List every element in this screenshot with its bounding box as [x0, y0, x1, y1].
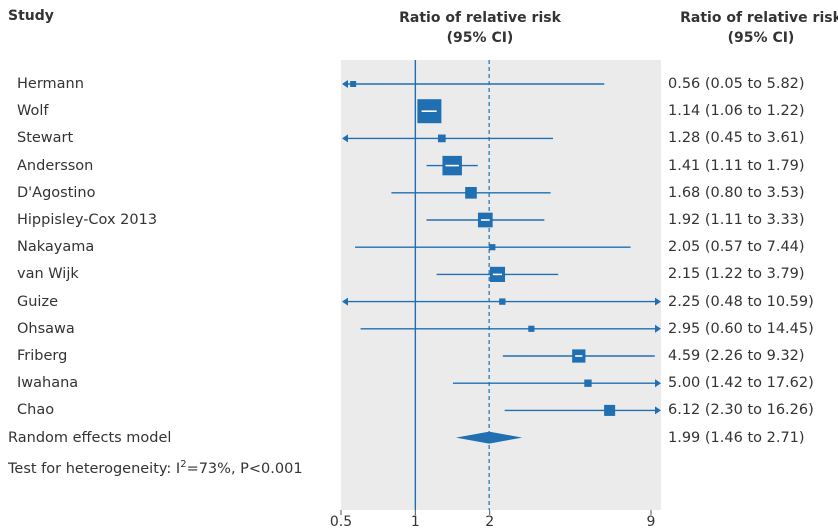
- study-ci-value: 1.41 (1.11 to 1.79): [668, 157, 805, 174]
- ci-arrow-right: [655, 379, 661, 388]
- study-ci-value: 5.00 (1.42 to 17.62): [668, 375, 814, 392]
- ci-arrow-left: [342, 297, 348, 306]
- study-name: Stewart: [17, 130, 74, 147]
- point-estimate-square: [528, 325, 535, 332]
- ci-arrow-left: [342, 134, 348, 143]
- study-name: van Wijk: [17, 266, 79, 283]
- heterogeneity-superscript: 2: [180, 458, 187, 470]
- study-ci-value: 2.95 (0.60 to 14.45): [668, 320, 814, 337]
- study-ci-value: 4.59 (2.26 to 9.32): [668, 348, 805, 364]
- study-ci-value: 0.56 (0.05 to 5.82): [668, 76, 805, 92]
- study-name: Guize: [17, 293, 58, 310]
- plot-header-line2: (95% CI): [446, 30, 514, 46]
- study-ci-value: 2.05 (0.57 to 7.44): [668, 239, 805, 256]
- point-estimate-square: [437, 134, 446, 143]
- study-name: D'Agostino: [17, 184, 96, 201]
- point-estimate-square: [604, 404, 616, 416]
- study-name: Hippisley-Cox 2013: [17, 212, 158, 228]
- ci-header-line1: Ratio of relative risk: [680, 10, 838, 26]
- point-estimate-square: [350, 81, 357, 87]
- study-ci-value: 1.28 (0.45 to 3.61): [668, 130, 805, 147]
- study-ci-value: 1.68 (0.80 to 3.53): [668, 184, 805, 201]
- pooled-diamond: [455, 431, 523, 444]
- study-name: Nakayama: [17, 239, 95, 256]
- x-tick-label: 9: [647, 514, 656, 530]
- study-name: Wolf: [17, 103, 49, 120]
- pooled-model-label: Random effects model: [8, 429, 172, 446]
- ci-arrow-right: [655, 297, 661, 306]
- ci-header-line2: (95% CI): [727, 30, 795, 46]
- study-ci-value: 1.92 (1.11 to 3.33): [668, 212, 805, 228]
- ci-arrow-left: [342, 80, 348, 88]
- study-name: Iwahana: [17, 375, 79, 392]
- plot-background: [341, 60, 661, 510]
- heterogeneity-suffix: =73%, P<0.001: [186, 460, 303, 477]
- x-tick-label: 0.5: [330, 514, 352, 530]
- plot-column-header: Ratio of relative risk (95% CI): [380, 8, 580, 48]
- pooled-ci-value: 1.99 (1.46 to 2.71): [668, 429, 805, 446]
- study-ci-value: 6.12 (2.30 to 16.26): [668, 402, 814, 419]
- point-estimate-square: [465, 186, 477, 199]
- study-name: Ohsawa: [17, 320, 75, 337]
- plot-header-line1: Ratio of relative risk: [399, 10, 561, 26]
- heterogeneity-prefix: Test for heterogeneity: I: [8, 460, 181, 477]
- study-name: Chao: [17, 402, 55, 419]
- x-tick-label: 1: [411, 514, 420, 530]
- point-estimate-square: [584, 379, 592, 387]
- study-name: Andersson: [17, 157, 94, 174]
- study-name: Friberg: [17, 348, 68, 364]
- ci-arrow-right: [655, 324, 661, 333]
- study-column-header: Study: [8, 8, 54, 24]
- heterogeneity-test: Test for heterogeneity: I2=73%, P<0.001: [8, 456, 303, 478]
- study-name: Hermann: [17, 76, 84, 92]
- study-ci-value: 2.25 (0.48 to 10.59): [668, 293, 814, 310]
- ci-arrow-right: [655, 406, 661, 415]
- point-estimate-square: [489, 244, 496, 251]
- point-estimate-square: [499, 298, 506, 305]
- study-ci-value: 2.15 (1.22 to 3.79): [668, 266, 805, 283]
- study-ci-value: 1.14 (1.06 to 1.22): [668, 103, 805, 120]
- ci-column-header: Ratio of relative risk (95% CI): [676, 8, 838, 48]
- x-tick-label: 2: [485, 514, 494, 530]
